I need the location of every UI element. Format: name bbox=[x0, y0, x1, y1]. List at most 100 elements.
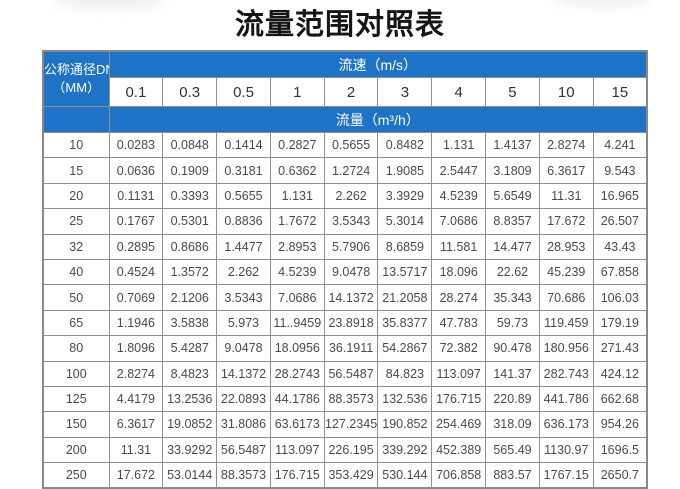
flow-value-cell: 11..9459 bbox=[269, 309, 325, 337]
flow-value-cell: 113.097 bbox=[269, 436, 325, 464]
flow-value-cell: 6.3617 bbox=[538, 157, 594, 184]
flow-value-cell: 1.2724 bbox=[323, 157, 379, 184]
flow-value-cell: 84.823 bbox=[377, 360, 433, 387]
flow-value-cell: 190.852 bbox=[377, 411, 433, 438]
flow-value-cell: 9.0478 bbox=[323, 258, 379, 286]
flow-value-cell: 1.8096 bbox=[108, 335, 164, 362]
flow-value-cell: 56.5487 bbox=[216, 436, 271, 464]
flow-value-cell: 3.5343 bbox=[216, 284, 271, 311]
velocity-header-cell: 2 bbox=[323, 77, 379, 107]
flow-value-cell: 63.6173 bbox=[269, 411, 325, 438]
table-body: 10 0.0283 0.0848 0.1414 0.2827 0.5655 0.8482 1.… bbox=[42, 131, 648, 489]
flow-value-cell: 0.1131 bbox=[108, 182, 164, 210]
flow-value-cell: 35.343 bbox=[485, 284, 540, 311]
flow-value-cell: 0.4524 bbox=[108, 258, 164, 286]
flow-value-cell: 19.0852 bbox=[162, 411, 218, 438]
velocity-header-cell: 0.3 bbox=[162, 77, 218, 107]
flow-value-cell: 88.3573 bbox=[216, 462, 271, 489]
flow-value-cell: 1.4137 bbox=[485, 131, 540, 159]
flow-value-cell: 530.144 bbox=[377, 462, 433, 489]
flow-value-cell: 90.478 bbox=[485, 335, 540, 362]
table-row: 10 0.0283 0.0848 0.1414 0.2827 0.5655 0.8482 1.… bbox=[42, 131, 648, 159]
flow-value-cell: 0.1414 bbox=[216, 131, 271, 159]
flow-value-cell: 11.581 bbox=[431, 233, 487, 260]
table-row: 200 11.31 33.9292 56.5487 113.097 226.195 339.… bbox=[42, 436, 648, 464]
table-row: 65 1.1946 3.5838 5.973 11..9459 23.8918 35.837… bbox=[42, 309, 648, 337]
flow-value-cell: 452.389 bbox=[431, 436, 487, 464]
flow-value-cell: 8.8357 bbox=[485, 208, 540, 235]
velocity-value-row: 0.1 0.3 0.5 1 2 3 4 5 10 15 bbox=[43, 77, 648, 107]
dn-cell: 20 bbox=[42, 182, 110, 210]
flow-value-cell: 11.31 bbox=[538, 182, 594, 210]
flow-value-cell: 5.4287 bbox=[162, 335, 218, 362]
flow-value-cell: 43.43 bbox=[592, 233, 648, 260]
table-row: 150 6.3617 19.0852 31.8086 63.6173 127.2345 19… bbox=[42, 411, 648, 438]
flow-group-row: 流量（m³/h） bbox=[42, 106, 648, 133]
velocity-header-cell: 0.5 bbox=[216, 77, 271, 107]
dn-cell: 150 bbox=[42, 411, 110, 438]
flow-value-cell: 0.0283 bbox=[108, 131, 164, 159]
flow-value-cell: 53.0144 bbox=[162, 462, 218, 489]
flow-value-cell: 2.8274 bbox=[108, 360, 164, 387]
velocity-group-row: 公称通径DN （MM） 流速（m/s） bbox=[42, 50, 648, 107]
flow-value-cell: 13.2536 bbox=[162, 385, 218, 413]
flow-value-cell: 0.6362 bbox=[269, 157, 325, 184]
flow-value-cell: 176.715 bbox=[269, 462, 325, 489]
flow-value-cell: 54.2867 bbox=[377, 335, 433, 362]
flow-value-cell: 18.0956 bbox=[269, 335, 325, 362]
dn-cell: 100 bbox=[42, 360, 110, 387]
flow-value-cell: 59.73 bbox=[485, 309, 540, 337]
flow-value-cell: 2.262 bbox=[323, 182, 379, 210]
flow-value-cell: 662.68 bbox=[592, 385, 648, 413]
flow-value-cell: 5.7906 bbox=[323, 233, 379, 260]
dn-cell: 80 bbox=[42, 335, 110, 362]
flow-value-cell: 3.5343 bbox=[323, 208, 379, 235]
flow-value-cell: 282.743 bbox=[538, 360, 594, 387]
velocity-header-cell: 10 bbox=[538, 77, 594, 107]
flow-value-cell: 4.241 bbox=[592, 131, 648, 159]
flow-value-cell: 2.1206 bbox=[162, 284, 218, 311]
corner-header-line1: 公称通径DN bbox=[44, 62, 109, 78]
flow-value-cell: 113.097 bbox=[431, 360, 487, 387]
table-row: 80 1.8096 5.4287 9.0478 18.0956 36.1911 54.286… bbox=[42, 335, 648, 362]
flow-value-cell: 28.274 bbox=[431, 284, 487, 311]
flow-value-cell: 2.8274 bbox=[538, 131, 594, 159]
flow-value-cell: 4.5239 bbox=[269, 258, 325, 286]
flow-value-cell: 5.973 bbox=[216, 309, 271, 337]
flow-value-cell: 3.1809 bbox=[485, 157, 540, 184]
velocity-header-cell: 0.1 bbox=[108, 77, 164, 107]
flow-value-cell: 176.715 bbox=[431, 385, 487, 413]
flow-value-cell: 0.1767 bbox=[108, 208, 164, 235]
velocity-header-cell: 15 bbox=[592, 77, 648, 107]
flow-value-cell: 11.31 bbox=[108, 436, 164, 464]
flow-value-cell: 565.49 bbox=[485, 436, 540, 464]
flow-range-table: 公称通径DN （MM） 流速（m/s） 0.1 0.3 0.5 1 2 3 4 5 10 15 流… bbox=[42, 50, 648, 489]
dn-cell: 250 bbox=[42, 462, 110, 489]
flow-value-cell: 45.239 bbox=[538, 258, 594, 286]
flow-value-cell: 127.2345 bbox=[323, 411, 379, 438]
table-row: 40 0.4524 1.3572 2.262 4.5239 9.0478 13.5717 18… bbox=[42, 258, 648, 286]
flow-value-cell: 17.672 bbox=[108, 462, 164, 489]
table-row: 250 17.672 53.0144 88.3573 176.715 353.429 530… bbox=[42, 462, 648, 489]
flow-value-cell: 0.8482 bbox=[377, 131, 433, 159]
flow-value-cell: 0.5301 bbox=[162, 208, 218, 235]
corner-header-cell: 公称通径DN （MM） bbox=[42, 50, 110, 107]
flow-value-cell: 1.131 bbox=[431, 131, 487, 159]
flow-value-cell: 1.3572 bbox=[162, 258, 218, 286]
flow-value-cell: 13.5717 bbox=[377, 258, 433, 286]
dn-cell: 25 bbox=[42, 208, 110, 235]
flow-value-cell: 8.6859 bbox=[377, 233, 433, 260]
flow-value-cell: 441.786 bbox=[538, 385, 594, 413]
flow-value-cell: 254.469 bbox=[431, 411, 487, 438]
flow-value-cell: 226.195 bbox=[323, 436, 379, 464]
flow-value-cell: 1696.5 bbox=[592, 436, 648, 464]
flow-value-cell: 21.2058 bbox=[377, 284, 433, 311]
flow-value-cell: 9.543 bbox=[592, 157, 648, 184]
flow-value-cell: 106.03 bbox=[592, 284, 648, 311]
flow-value-cell: 7.0686 bbox=[269, 284, 325, 311]
flow-value-cell: 119.459 bbox=[538, 309, 594, 337]
flow-value-cell: 67.858 bbox=[592, 258, 648, 286]
flow-value-cell: 0.5655 bbox=[323, 131, 379, 159]
dn-cell: 125 bbox=[42, 385, 110, 413]
flow-value-cell: 883.57 bbox=[485, 462, 540, 489]
